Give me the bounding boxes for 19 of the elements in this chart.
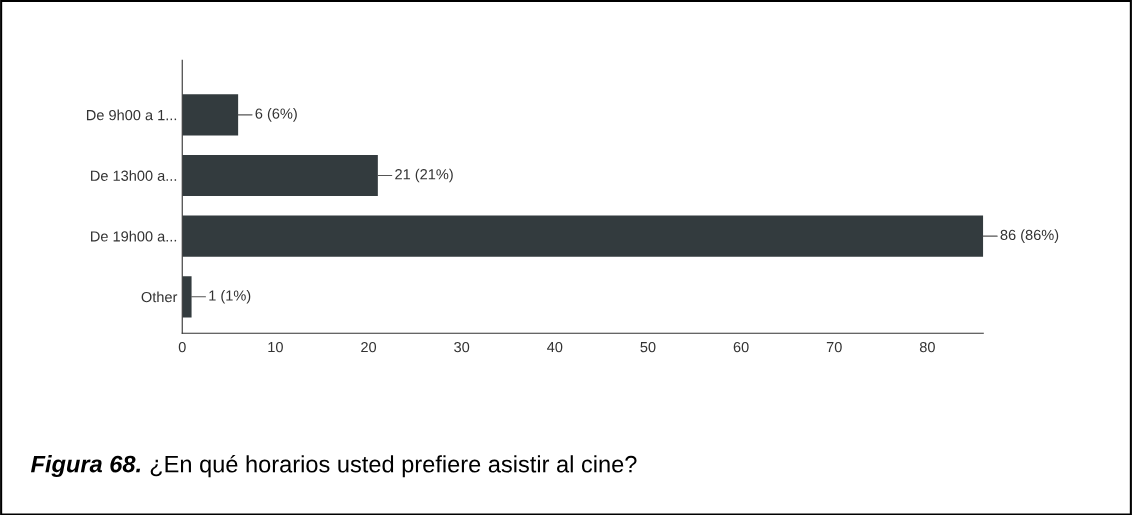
x-tick-label: 80	[919, 341, 935, 353]
x-tick-label: 20	[361, 341, 377, 353]
data-label: 6 (6%)	[255, 108, 297, 122]
text: Figura 68.	[30, 455, 141, 478]
y-tick-label: De 19h00 a...	[91, 230, 177, 242]
x-tick-label: 10	[268, 341, 283, 353]
y-tick-label: Other	[141, 291, 178, 303]
x-tick-label: 30	[454, 341, 470, 353]
x-tick-label: 50	[640, 341, 656, 353]
x-tick-label: 60	[733, 341, 749, 353]
x-tick-label: 0	[178, 341, 186, 353]
x-tick-label: 70	[826, 341, 842, 353]
data-label: 86 (86%)	[1000, 229, 1059, 243]
y-tick-label: De 9h00 a 1...	[86, 109, 177, 121]
data-label: 1 (1%)	[209, 290, 251, 304]
text: ¿En qué horarios usted prefiere asistir al cine?	[150, 454, 637, 478]
y-tick-label: De 13h00 a...	[91, 170, 177, 181]
data-label: 21 (21%)	[395, 168, 453, 183]
x-tick-label: 40	[547, 341, 563, 353]
